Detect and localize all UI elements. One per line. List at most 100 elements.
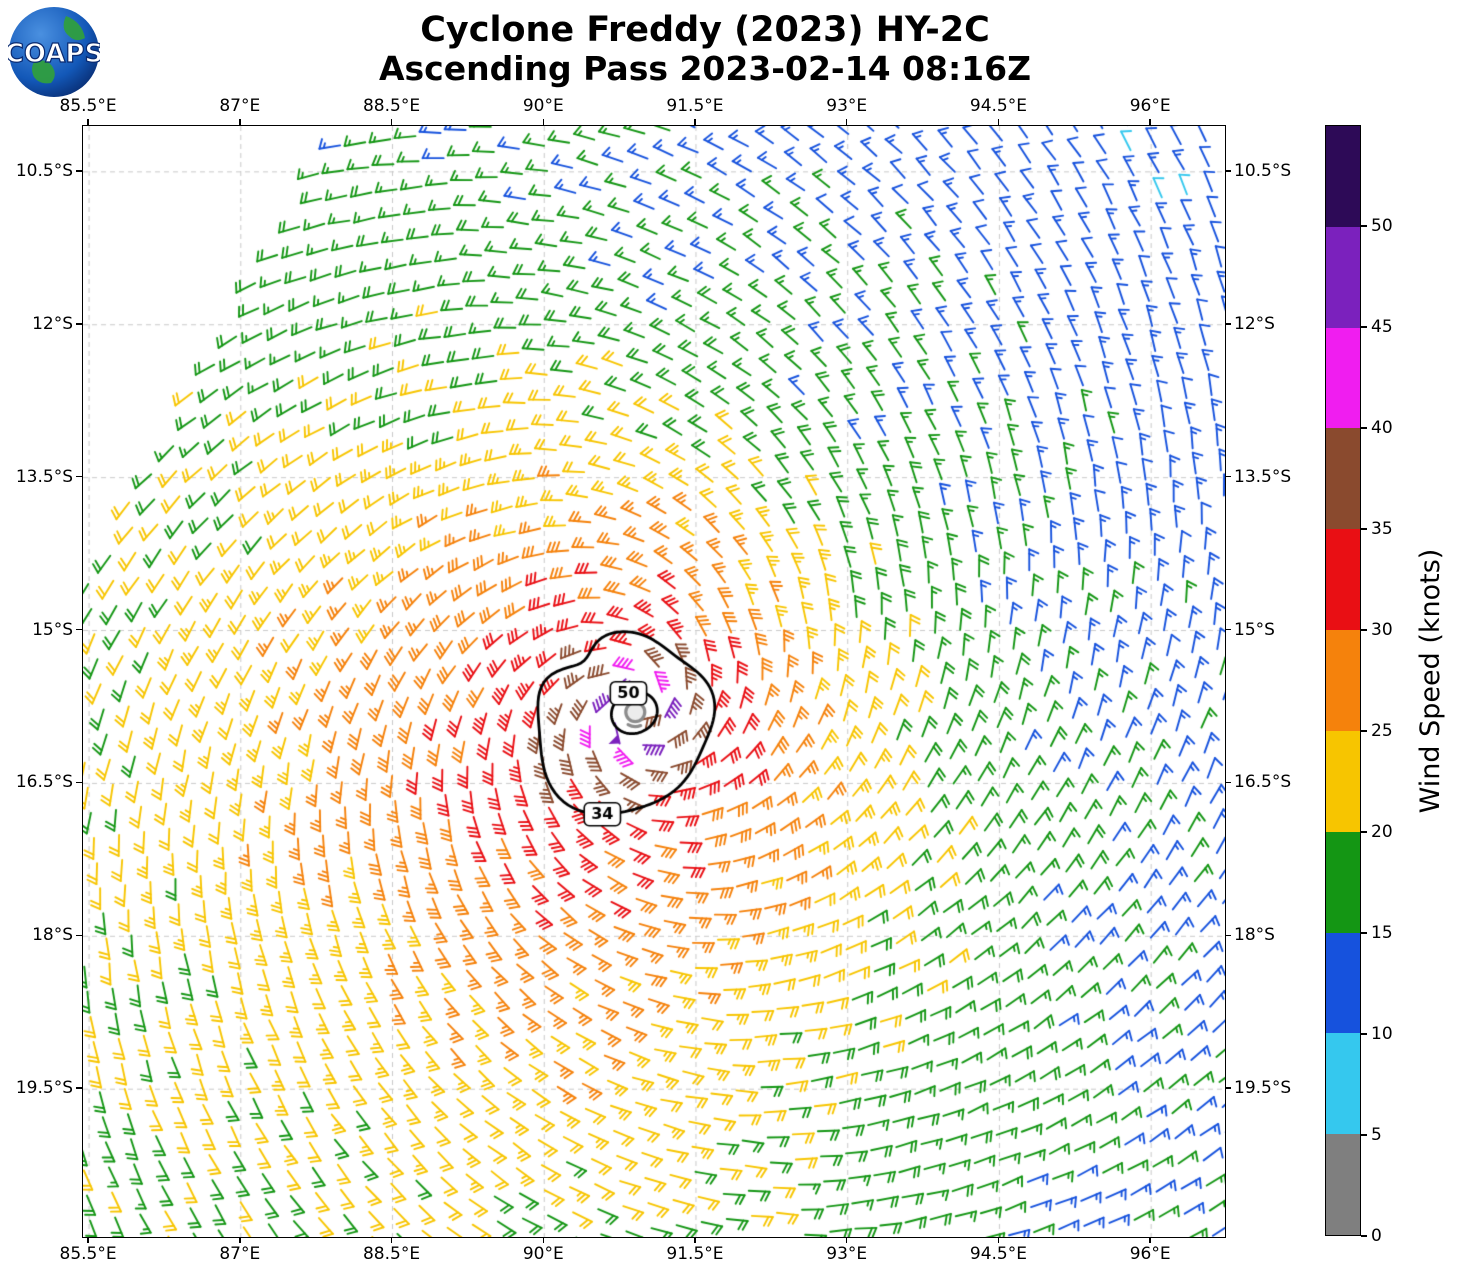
x-tick-label-bottom: 96°E [1129,1244,1171,1264]
coaps-logo: COAPS [8,7,100,97]
x-tick-label-top: 96°E [1129,96,1171,116]
colorbar-tick-label: 30 [1371,620,1393,640]
x-tick-label-top: 88.5°E [362,96,421,116]
y-tick-label-left: 18°S [32,925,73,946]
y-tick-mark [76,934,82,937]
chart-title: Cyclone Freddy (2023) HY-2C [420,10,990,50]
y-tick-label-right: 18°S [1234,925,1275,946]
colorbar-tick-label: 0 [1371,1226,1382,1246]
colorbar-segment [1326,932,1360,1034]
y-tick-label-right: 13.5°S [1234,466,1292,487]
logo-continent-shape [63,16,85,41]
x-tick-label-top: 85.5°E [59,96,117,116]
colorbar-tick-mark [1361,1134,1367,1136]
colorbar-segment [1326,327,1360,429]
colorbar-segment [1326,226,1360,328]
y-tick-label-left: 10.5°S [15,160,73,181]
x-tick-mark [694,119,696,125]
colorbar-tick-mark [1361,1235,1367,1237]
colorbar-tick-mark [1361,528,1367,530]
x-tick-mark [542,1237,544,1243]
x-tick-label-bottom: 87°E [219,1244,261,1264]
x-tick-label-top: 87°E [219,96,261,116]
colorbar-tick-mark [1361,932,1367,934]
colorbar-tick-mark [1361,730,1367,732]
x-tick-mark [239,119,241,125]
y-tick-label-right: 10.5°S [1234,160,1292,181]
x-tick-mark [239,1237,241,1243]
y-tick-mark [1225,1087,1231,1089]
y-tick-mark [76,170,82,172]
colorbar-tick-label: 45 [1371,317,1393,337]
colorbar-tick-label: 20 [1371,822,1393,842]
colorbar-segment [1326,529,1360,631]
y-tick-label-right: 19.5°S [1234,1078,1292,1099]
x-tick-mark [997,1237,1000,1243]
x-tick-label-bottom: 93°E [826,1244,868,1264]
colorbar-segment [1326,1134,1360,1235]
y-tick-mark [1225,475,1231,478]
y-tick-label-left: 13.5°S [15,466,73,487]
y-tick-mark [1225,934,1231,937]
y-tick-mark [76,628,82,631]
x-tick-label-top: 91.5°E [666,96,724,116]
y-tick-label-right: 15°S [1234,619,1275,640]
colorbar-segment [1326,831,1360,933]
x-tick-mark [542,119,544,125]
y-tick-label-left: 15°S [32,619,73,640]
x-tick-mark [845,1237,848,1243]
x-tick-label-top: 90°E [522,96,564,116]
x-tick-label-bottom: 88.5°E [362,1244,421,1264]
x-tick-label-top: 93°E [826,96,868,116]
x-tick-label-bottom: 90°E [522,1244,564,1264]
x-tick-label-bottom: 94.5°E [969,1244,1027,1264]
colorbar-tick-mark [1361,1033,1367,1035]
y-tick-mark [76,781,82,784]
x-tick-mark [390,1237,393,1243]
x-tick-mark [1149,1237,1151,1243]
colorbar-title: Wind Speed (knots) [1415,548,1446,814]
colorbar-tick-mark [1361,831,1367,833]
y-tick-label-right: 16.5°S [1234,772,1292,793]
colorbar-segment [1326,630,1360,731]
y-tick-mark [76,475,82,478]
y-tick-label-left: 19.5°S [15,1078,73,1099]
y-tick-mark [76,1087,82,1089]
colorbar-segment [1326,428,1360,530]
colorbar-tick-label: 5 [1371,1125,1382,1145]
colorbar-tick-mark [1361,326,1367,328]
y-tick-mark [1225,323,1231,325]
x-tick-mark [845,119,848,125]
colorbar-tick-mark [1361,225,1367,227]
page-title: Cyclone Freddy (2023) HY-2C Ascending Pa… [0,10,1410,88]
y-tick-mark [76,323,82,325]
colorbar-tick-label: 40 [1371,418,1393,438]
x-tick-label-top: 94.5°E [969,96,1027,116]
y-tick-mark [1225,781,1231,784]
y-tick-label-left: 12°S [32,313,73,334]
colorbar-segment [1326,126,1360,227]
x-tick-mark [390,119,393,125]
x-tick-label-bottom: 91.5°E [666,1244,724,1264]
colorbar-tick-label: 25 [1371,721,1393,741]
wind-barb-plot-canvas [83,126,1225,1237]
colorbar-tick-label: 35 [1371,519,1393,539]
colorbar-segment [1326,1033,1360,1135]
colorbar-tick-label: 50 [1371,216,1393,236]
logo-text: COAPS [8,39,100,69]
colorbar-tick-label: 15 [1371,923,1393,943]
plot-area [82,125,1226,1238]
colorbar-tick-label: 10 [1371,1024,1393,1044]
y-tick-mark [1225,628,1231,631]
colorbar-tick-mark [1361,427,1367,429]
x-tick-mark [87,119,89,125]
colorbar-tick-mark [1361,629,1367,631]
x-tick-mark [1149,119,1151,125]
colorbar-segment [1326,730,1360,832]
y-tick-label-right: 12°S [1234,313,1275,334]
logo-continent-shape [32,60,55,84]
y-tick-label-left: 16.5°S [15,772,73,793]
colorbar [1325,125,1361,1236]
x-tick-label-bottom: 85.5°E [59,1244,117,1264]
